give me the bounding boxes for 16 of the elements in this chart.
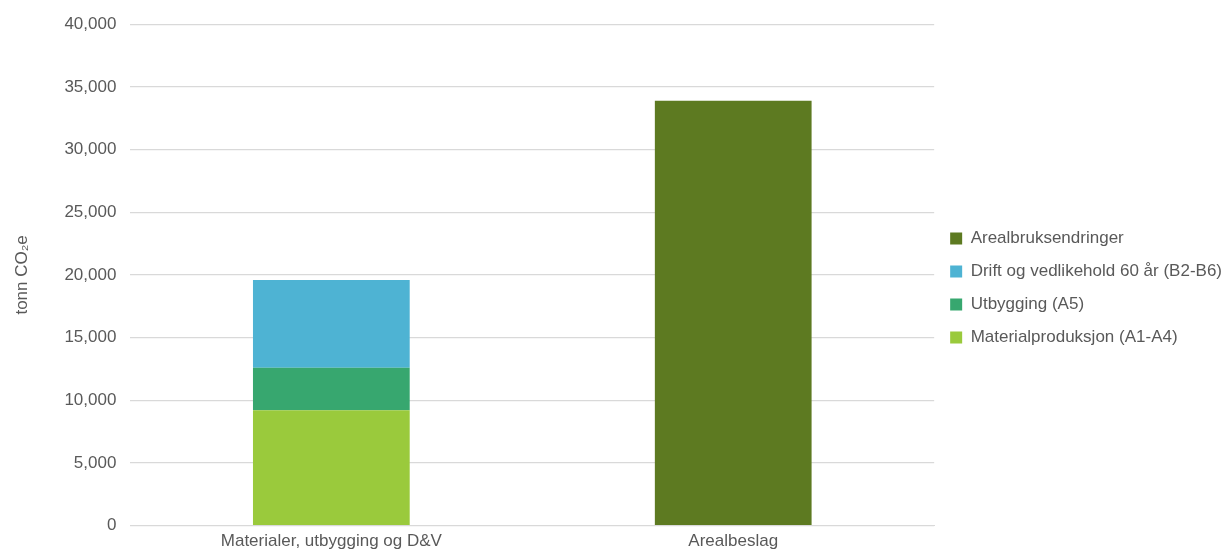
y-tick-label: 40,000	[64, 13, 117, 33]
y-tick-label: 25,000	[64, 201, 117, 221]
y-tick-label: 5,000	[73, 452, 117, 472]
x-tick-label: Arealbeslag	[688, 531, 779, 551]
y-tick-label: 30,000	[64, 139, 117, 159]
x-tick-label: Materialer, utbygging og D&V	[220, 531, 443, 551]
y-tick-label: 35,000	[64, 76, 117, 96]
legend-label: Arealbruksendringer	[970, 228, 1125, 248]
legend-label: Utbygging (A5)	[970, 294, 1085, 314]
legend-label: Drift og vedlikehold 60 år (B2-B6)	[970, 261, 1222, 281]
y-tick-label: 20,000	[64, 264, 117, 284]
legend-label: Materialproduksjon (A1-A4)	[970, 327, 1178, 347]
y-tick-label: 0	[106, 515, 117, 535]
y-tick-label: 10,000	[64, 389, 117, 409]
y-tick-label: 15,000	[64, 327, 117, 347]
y-axis-title: tonn CO₂e	[11, 235, 31, 315]
